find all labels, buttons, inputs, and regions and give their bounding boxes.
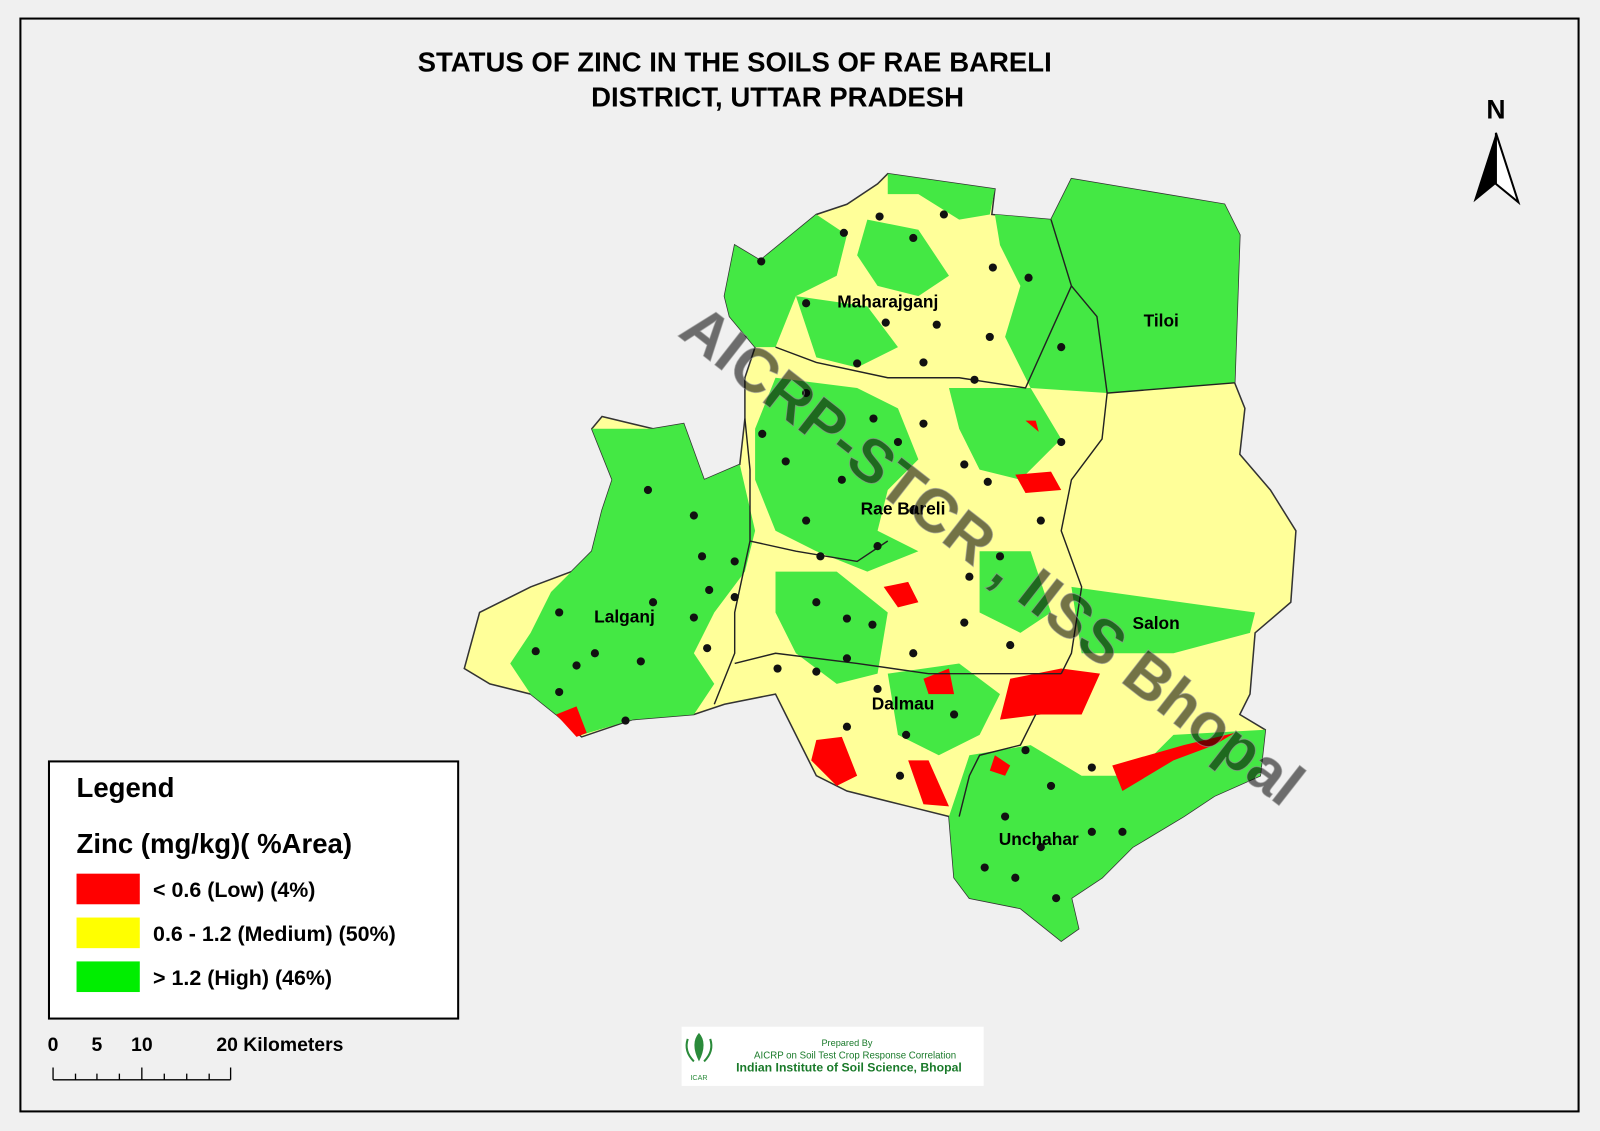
scale-bar: 0 5 10 20 Kilometers	[48, 1034, 343, 1081]
credit-box	[681, 1026, 984, 1086]
north-label: N	[1486, 95, 1505, 125]
scale-label: 20 Kilometers	[216, 1034, 343, 1056]
block-label: Dalmau	[872, 693, 935, 713]
block-label: Rae Bareli	[861, 498, 946, 518]
sample-points	[531, 210, 1127, 903]
credit-line3: Indian Institute of Soil Science, Bhopal	[736, 1061, 962, 1075]
block-label: Salon	[1133, 613, 1180, 633]
scale-label: 5	[92, 1034, 103, 1056]
legend-label: 0.6 - 1.2 (Medium) (50%)	[153, 922, 396, 946]
legend-swatch	[76, 961, 140, 993]
high-zinc-areas	[510, 173, 1266, 942]
block-label: Lalganj	[594, 607, 655, 627]
logo-text: ICAR	[690, 1074, 707, 1082]
block-label: Unchahar	[999, 829, 1079, 849]
logo	[685, 1032, 713, 1063]
block-label: Tiloi	[1144, 311, 1179, 331]
legend-subtitle: Zinc (mg/kg)( %Area)	[77, 828, 353, 859]
title-line2: DISTRICT, UTTAR PRADESH	[591, 81, 964, 112]
low-zinc-areas	[556, 420, 1235, 807]
legend-label: > 1.2 (High) (46%)	[153, 966, 332, 990]
legend-heading: Legend	[77, 772, 175, 803]
credit-line1: Prepared By	[821, 1038, 872, 1048]
credit: ICAR Prepared By AICRP on Soil Test Crop…	[681, 1026, 984, 1086]
block-boundaries	[713, 219, 1235, 817]
credit-line2: AICRP on Soil Test Crop Response Correla…	[754, 1050, 956, 1061]
scale-label: 0	[48, 1034, 59, 1056]
legend-label: < 0.6 (Low) (4%)	[153, 878, 315, 902]
title-line1: STATUS OF ZINC IN THE SOILS OF RAE BAREL…	[418, 47, 1052, 78]
legend-swatch	[76, 917, 140, 949]
scale-label: 10	[131, 1034, 153, 1056]
legend-swatch	[76, 873, 140, 905]
block-label: Maharajganj	[837, 291, 938, 311]
legend: Legend Zinc (mg/kg)( %Area) < 0.6 (Low) …	[47, 760, 460, 1020]
